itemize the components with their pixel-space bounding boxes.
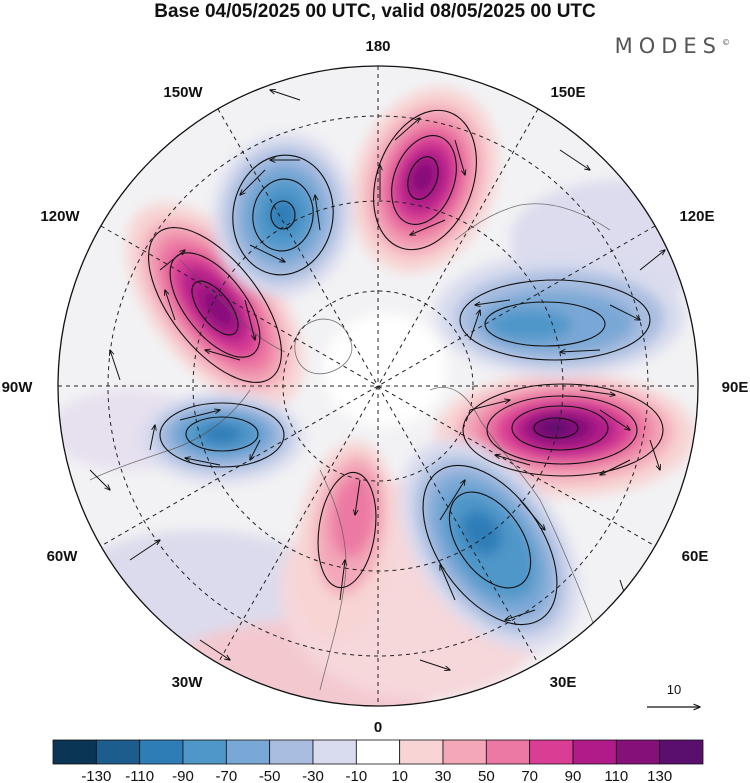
colorbar-boxes [52, 739, 704, 765]
lon-label-120w: 120W [40, 208, 80, 225]
negative-anomaly-110e [435, 253, 685, 377]
colorbar-ticks: -130 -110 -90 -70 -50 -30 -10 10 30 50 70 90 110 130 [81, 768, 672, 783]
colorbar-tick-label: 110 [604, 768, 628, 783]
vector-scale: 10 [647, 682, 700, 707]
polar-map [58, 66, 698, 706]
colorbar-box [399, 739, 444, 765]
lon-label-90e: 90E [722, 379, 749, 396]
colorbar-box [269, 739, 314, 765]
lon-label-90w: 90W [2, 379, 34, 396]
modes-logo: MODES© [615, 34, 730, 58]
colorbar: -130 -110 -90 -70 -50 -30 -10 10 30 50 70 90 110 130 [52, 739, 704, 783]
wind-vectors [89, 90, 665, 701]
colorbar-box [312, 739, 357, 765]
colorbar-box [485, 739, 531, 765]
colorbar-box [95, 739, 141, 765]
negative-anomaly-75w [140, 392, 304, 484]
colorbar-tick-label: -110 [125, 768, 154, 783]
meridian-150e-30w [217, 108, 539, 664]
colorbar-tick-label: 50 [478, 768, 495, 783]
colorbar-box [52, 739, 97, 765]
colorbar-tick-label: -30 [302, 768, 324, 783]
latitude-circle [107, 115, 649, 657]
colorbar-box [529, 739, 574, 765]
map-title: Base 04/05/2025 00 UTC, valid 08/05/2025… [154, 1, 596, 22]
lon-label-150e: 150E [550, 84, 585, 101]
colorbar-box [182, 739, 227, 765]
colorbar-tick-label: 30 [435, 768, 452, 783]
meridian-150w-30e [217, 108, 539, 664]
colorbar-tick-label: 70 [521, 768, 538, 783]
colorbar-tick-label: 10 [391, 768, 408, 783]
colorbar-box [442, 739, 487, 765]
lon-label-30w: 30W [172, 674, 204, 691]
positive-anomaly-160e [351, 87, 499, 273]
colorbar-box [225, 739, 271, 765]
map-boundary [57, 65, 699, 707]
lon-label-30e: 30E [550, 674, 577, 691]
colorbar-tick-label: -70 [215, 768, 237, 783]
meridian-120w-60e [100, 225, 656, 547]
colorbar-box [139, 739, 184, 765]
lon-label-150w: 150W [163, 84, 203, 101]
lon-label-60w: 60W [47, 548, 79, 565]
brand-mark: © [722, 38, 730, 47]
coastlines [89, 203, 611, 691]
colorbar-tick-label: -130 [81, 768, 111, 783]
lon-label-180: 180 [365, 38, 390, 55]
graticule [58, 66, 698, 706]
colorbar-tick-label: 90 [565, 768, 582, 783]
colorbar-tick-label: -10 [345, 768, 367, 783]
colorbar-box [355, 739, 401, 765]
meridian-120e-60w [100, 225, 656, 547]
lon-label-120e: 120E [679, 208, 714, 225]
lon-label-60e: 60E [682, 548, 709, 565]
colorbar-box [572, 739, 617, 765]
colorbar-box [615, 739, 661, 765]
colorbar-box [659, 739, 704, 765]
anomaly-field [58, 87, 698, 706]
lon-label-0: 0 [374, 719, 382, 736]
brand-text: MODES [614, 34, 722, 58]
colorbar-tick-label: -90 [172, 768, 194, 783]
colorbar-tick-label: -50 [259, 768, 281, 783]
colorbar-tick-label: 130 [647, 768, 672, 783]
pole-area [323, 314, 447, 426]
vector-scale-label: 10 [667, 682, 681, 697]
